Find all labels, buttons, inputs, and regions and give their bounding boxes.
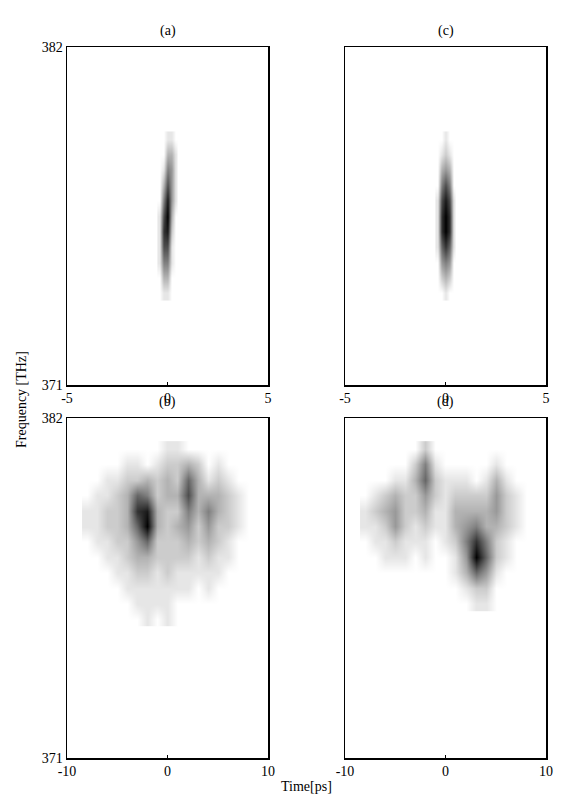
svg-text:10: 10	[539, 764, 553, 779]
svg-text:Time[ps]: Time[ps]	[281, 779, 332, 794]
svg-text:382: 382	[42, 40, 63, 55]
svg-text:-10: -10	[336, 764, 355, 779]
svg-text:371: 371	[42, 378, 63, 393]
svg-text:-10: -10	[58, 764, 77, 779]
svg-text:(a): (a)	[160, 23, 176, 39]
svg-text:(b): (b)	[159, 394, 176, 410]
svg-text:-5: -5	[339, 391, 351, 406]
svg-text:(d): (d)	[437, 394, 454, 410]
svg-text:10: 10	[261, 764, 275, 779]
svg-text:371: 371	[42, 751, 63, 766]
svg-text:Frequency [THz]: Frequency [THz]	[14, 351, 29, 448]
svg-text:5: 5	[543, 391, 550, 406]
svg-text:0: 0	[164, 391, 171, 406]
svg-text:5: 5	[265, 391, 272, 406]
svg-text:0: 0	[442, 391, 449, 406]
svg-text:(c): (c)	[438, 23, 454, 39]
svg-text:-5: -5	[61, 391, 73, 406]
svg-text:0: 0	[164, 764, 171, 779]
svg-text:382: 382	[42, 411, 63, 426]
svg-text:0: 0	[442, 764, 449, 779]
